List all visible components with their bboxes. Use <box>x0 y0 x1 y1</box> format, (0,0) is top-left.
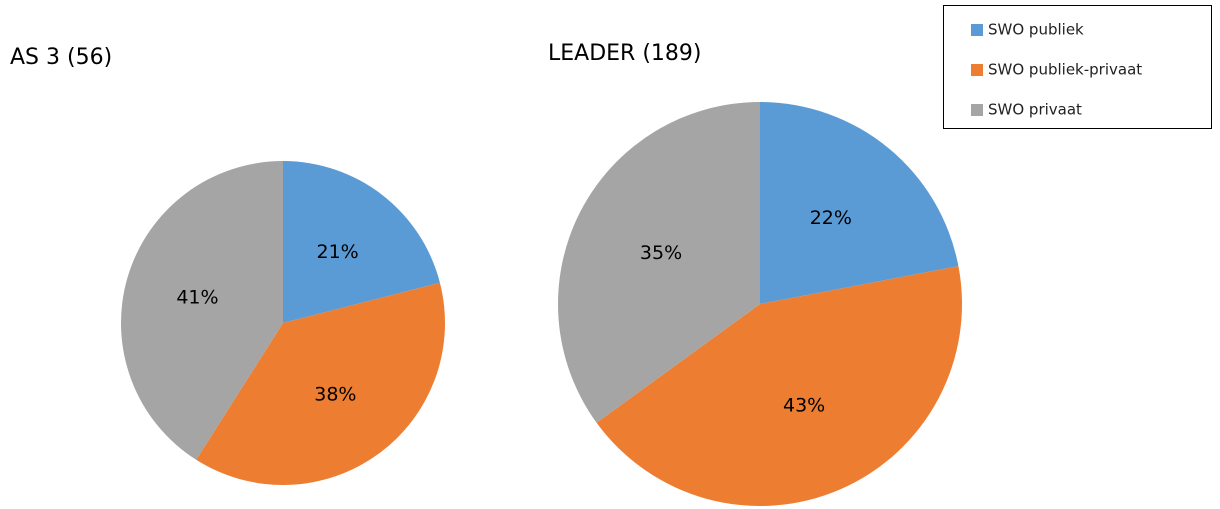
legend-swatch <box>971 104 983 116</box>
data-label: 38% <box>314 384 356 406</box>
pie-slice <box>120 161 283 460</box>
chart-title: AS 3 (56) <box>10 45 112 70</box>
data-label: 22% <box>810 207 852 229</box>
legend-swatch <box>971 64 983 76</box>
legend-box <box>943 5 1212 129</box>
pie-slice <box>558 102 760 423</box>
legend-label: SWO publiek-privaat <box>988 61 1142 79</box>
legend-label: SWO publiek <box>988 21 1084 39</box>
legend-label: SWO privaat <box>988 101 1082 119</box>
pie-slice <box>760 102 959 304</box>
pie-slice <box>196 282 445 485</box>
data-label: 43% <box>783 394 825 416</box>
data-label: 21% <box>316 241 358 263</box>
data-label: 35% <box>640 242 682 264</box>
data-label: 41% <box>176 287 218 309</box>
chart-title: LEADER (189) <box>548 41 701 66</box>
pie-slice <box>596 266 962 506</box>
pie-slice <box>283 161 440 323</box>
legend-swatch <box>971 24 983 36</box>
